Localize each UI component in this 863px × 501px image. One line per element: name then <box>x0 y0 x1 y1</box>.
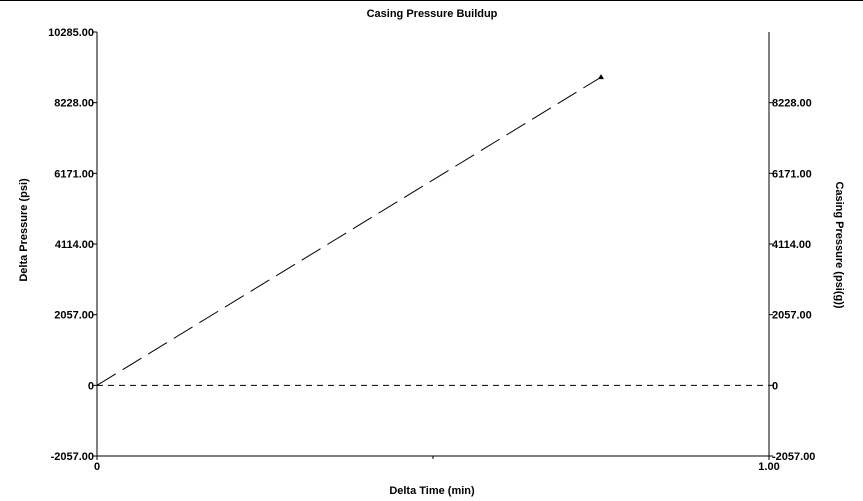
left-tick-label: 2057.00 <box>54 310 94 322</box>
x-tick-label: 0 <box>94 461 100 473</box>
series-line-0 <box>96 76 602 386</box>
left-y-axis-label: Delta Pressure (psi) <box>18 178 30 282</box>
right-tick-label: 2057.00 <box>772 310 812 322</box>
right-tick-label: 8228.00 <box>772 98 812 110</box>
right-y-axis: 8228.00 6171.00 4114.00 2057.00 0 -2057.00 <box>769 98 815 463</box>
right-tick-label: 0 <box>772 380 778 392</box>
right-y-axis-label: Casing Pressure (psi(g)) <box>833 181 845 308</box>
left-tick-label: 6171.00 <box>54 168 94 180</box>
left-tick-label: 0 <box>88 380 94 392</box>
left-tick-label: -2057.00 <box>51 451 94 463</box>
right-tick-label: 6171.00 <box>772 168 812 180</box>
left-y-axis: 10285.00 8228.00 6171.00 4114.00 2057.00 0 -20… <box>48 27 97 463</box>
left-tick-label: 4114.00 <box>55 239 94 251</box>
left-tick-label: 8228.00 <box>54 98 94 110</box>
x-axis-label: Delta Time (min) <box>389 485 475 497</box>
series-end-marker <box>598 74 604 80</box>
right-tick-label: 4114.00 <box>772 239 811 251</box>
x-axis: 0 1.00 <box>94 456 780 473</box>
plot-area <box>96 32 770 457</box>
right-tick-label: -2057.00 <box>772 451 815 463</box>
chart-title: Casing Pressure Buildup <box>367 8 498 20</box>
x-tick-label: 1.00 <box>758 461 779 473</box>
left-tick-label: 10285.00 <box>48 27 94 39</box>
